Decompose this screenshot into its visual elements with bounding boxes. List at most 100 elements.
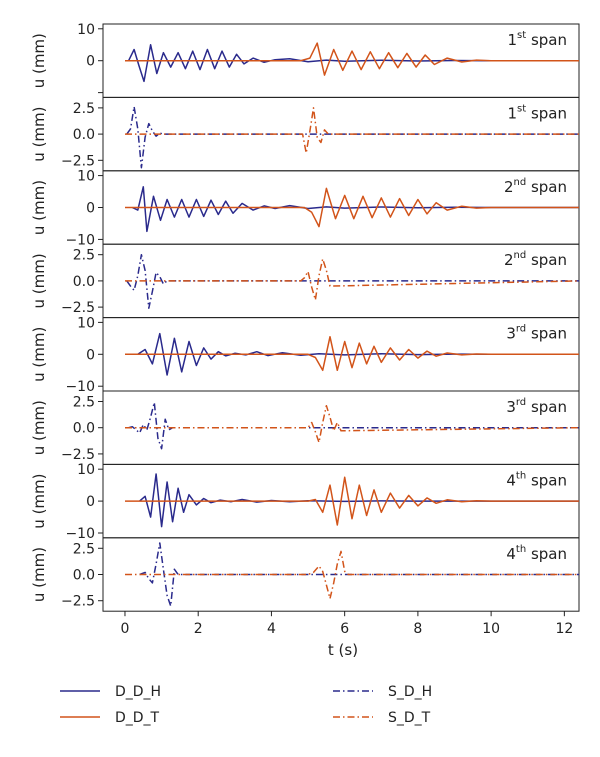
- series-line-d-d-h: [127, 43, 579, 83]
- y-tick-label: 2.5: [73, 394, 95, 410]
- y-axis-label: u (mm): [30, 180, 48, 235]
- legend-label: S_D_H: [388, 684, 432, 700]
- span-ordinal-suffix: th: [516, 544, 526, 555]
- x-tick-label: 4: [267, 621, 276, 637]
- span-word: span: [526, 545, 567, 563]
- y-tick-label: −10: [65, 232, 95, 248]
- span-number: 3: [506, 325, 516, 343]
- y-tick-label: 0.0: [73, 127, 95, 143]
- legend-label: D_D_T: [115, 710, 160, 726]
- span-number: 1: [507, 104, 517, 122]
- y-tick-label: −10: [65, 379, 95, 395]
- series-line-d-d-t: [125, 42, 579, 76]
- span-word: span: [526, 178, 567, 196]
- x-axis-label: t (s): [328, 641, 358, 659]
- y-axis-label: u (mm): [30, 473, 48, 528]
- series-line-d-d-h: [139, 473, 579, 528]
- panel-3: 10 0 −10 u (mm) 2nd span: [30, 169, 580, 248]
- panel-6: 2.5 0.0 −2.5 u (mm) 3rd span: [30, 390, 580, 465]
- x-tick-label: 6: [340, 621, 349, 637]
- series-line-s-d-h: [126, 253, 579, 309]
- span-label: 4th span: [506, 544, 567, 563]
- panel-8: 2.5 0.0 −2.5 u (mm) 4th span: [30, 537, 580, 612]
- span-label: 4th span: [506, 470, 567, 489]
- series-line-d-d-t: [125, 476, 579, 526]
- series-line-d-d-t: [125, 335, 579, 372]
- y-tick-label: −2.5: [61, 153, 95, 169]
- span-label: 2nd span: [504, 250, 567, 269]
- span-number: 3: [506, 398, 516, 416]
- span-ordinal-suffix: st: [517, 103, 526, 114]
- span-number: 4: [506, 545, 516, 563]
- y-tick-label: 0: [86, 54, 95, 70]
- panel-7: 10 0 −10 u (mm) 4th span: [30, 462, 580, 542]
- span-number: 1: [507, 31, 517, 49]
- span-ordinal-suffix: nd: [513, 250, 526, 261]
- y-tick-label: 10: [77, 22, 95, 38]
- y-tick-label: −2.5: [61, 300, 95, 316]
- span-label: 1st span: [507, 103, 567, 122]
- span-number: 4: [506, 471, 516, 489]
- span-label: 2nd span: [504, 177, 567, 196]
- x-tick-label: 10: [482, 621, 500, 637]
- panel-1: 10 0 u (mm) 1st span: [30, 22, 580, 98]
- legend-label: D_D_H: [115, 684, 161, 700]
- span-word: span: [526, 471, 567, 489]
- span-word: span: [526, 325, 567, 343]
- y-axis-label: u (mm): [30, 106, 48, 161]
- series-line-s-d-t: [125, 258, 579, 301]
- span-label: 3rd span: [506, 397, 567, 416]
- legend-item-s-d-h: S_D_H: [333, 684, 432, 700]
- y-tick-label: 0: [86, 347, 95, 363]
- x-tick-label: 2: [194, 621, 203, 637]
- legend-label: S_D_T: [388, 710, 431, 726]
- y-tick-label: −2.5: [61, 447, 95, 463]
- span-ordinal-suffix: th: [516, 470, 526, 481]
- y-tick-label: 0.0: [73, 274, 95, 290]
- y-tick-label: 2.5: [73, 541, 95, 557]
- y-tick-label: 10: [77, 169, 95, 185]
- y-axis-label: u (mm): [30, 327, 48, 382]
- span-word: span: [526, 104, 567, 122]
- panel-2: 2.5 0.0 −2.5 u (mm) 1st span: [30, 96, 580, 172]
- legend-item-d-d-t: D_D_T: [60, 710, 160, 726]
- series-line-s-d-h: [128, 401, 579, 450]
- y-axis-label: u (mm): [30, 253, 48, 308]
- y-tick-label: −2.5: [61, 594, 95, 610]
- y-tick-label: 0.0: [73, 568, 95, 584]
- y-tick-label: 0: [86, 494, 95, 510]
- panel-4: 2.5 0.0 −2.5 u (mm) 2nd span: [30, 243, 580, 319]
- span-word: span: [526, 251, 567, 269]
- y-tick-label: 0.0: [73, 421, 95, 437]
- y-tick-label: 10: [77, 315, 95, 331]
- x-tick-label: 8: [413, 621, 422, 637]
- y-axis-label: u (mm): [30, 33, 48, 88]
- span-ordinal-suffix: nd: [513, 177, 526, 188]
- series-line-s-d-t: [125, 550, 579, 600]
- y-tick-label: 0: [86, 201, 95, 217]
- span-label: 3rd span: [506, 324, 567, 343]
- span-ordinal-suffix: st: [517, 30, 526, 41]
- span-ordinal-suffix: rd: [516, 397, 526, 408]
- y-axis-label: u (mm): [30, 400, 48, 455]
- span-word: span: [526, 31, 567, 49]
- y-tick-label: −10: [65, 526, 95, 542]
- x-axis: 0 2 4 6 8 10 12 t (s): [121, 611, 573, 659]
- y-tick-label: 2.5: [73, 101, 95, 117]
- y-tick-label: 10: [77, 462, 95, 478]
- y-axis-label: u (mm): [30, 547, 48, 602]
- legend: D_D_H D_D_T S_D_H S_D_T: [60, 684, 432, 726]
- legend-item-d-d-h: D_D_H: [60, 684, 161, 700]
- span-word: span: [526, 398, 567, 416]
- y-tick-label: 2.5: [73, 248, 95, 264]
- panel-5: 10 0 −10 u (mm) 3rd span: [30, 315, 580, 395]
- series-line-s-d-h: [139, 542, 579, 607]
- series-line-d-d-h: [131, 186, 579, 233]
- span-label: 1st span: [507, 30, 567, 49]
- legend-item-s-d-t: S_D_T: [333, 710, 431, 726]
- series-line-s-d-t: [125, 107, 579, 154]
- series-line-d-d-t: [125, 187, 579, 228]
- x-tick-label: 12: [555, 621, 573, 637]
